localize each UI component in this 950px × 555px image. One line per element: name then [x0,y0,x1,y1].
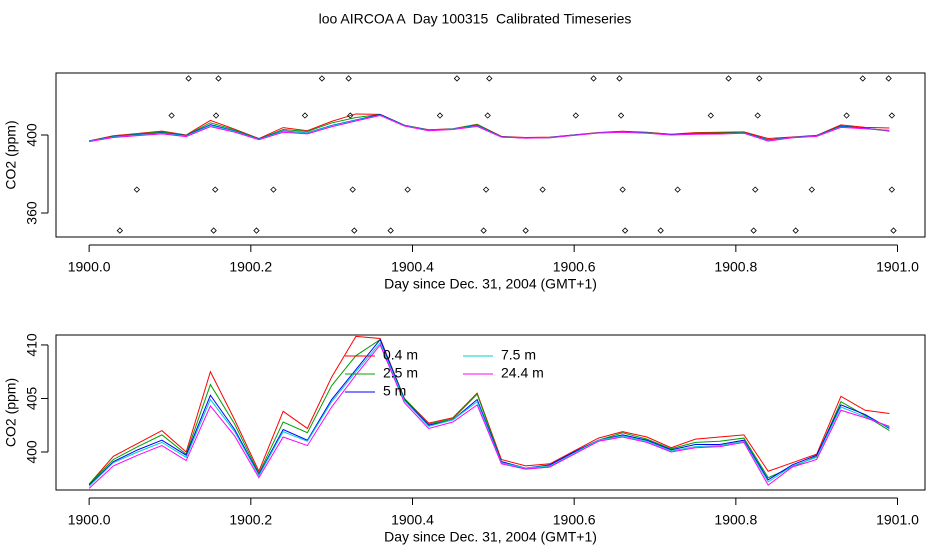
point [215,75,222,82]
point [212,186,219,193]
point [657,227,664,234]
point [404,186,411,193]
point [185,75,192,82]
point [210,227,217,234]
point [885,75,892,82]
point [890,227,897,234]
figure-title: loo AIRCOA A Day 100315 Calibrated Times… [319,11,632,27]
point [843,112,850,119]
series-line [88,343,890,489]
point [752,186,759,193]
legend-label: 24.4 m [501,365,544,381]
x-axis-label: Day since Dec. 31, 2004 (GMT+1) [384,276,597,292]
legend-label: 7.5 m [501,347,536,363]
point [888,186,896,193]
point [484,112,491,119]
point [453,75,461,82]
point [482,186,490,193]
x-tick-label: 1900.6 [553,512,596,528]
point [436,112,444,119]
y-tick-label: 405 [24,387,40,411]
point [480,227,487,234]
point [539,186,546,193]
point [318,75,326,82]
y-tick-label: 360 [24,201,40,225]
y-axis-label: CO2 (ppm) [3,378,19,447]
series-line [88,341,890,487]
point [792,227,799,234]
point [486,75,493,82]
point [808,186,815,193]
x-axis-label: Day since Dec. 31, 2004 (GMT+1) [384,529,597,545]
point [888,112,896,119]
point [616,75,623,82]
series-line [89,114,890,142]
point [590,75,597,82]
plot-frame [55,334,926,491]
y-tick-label: 410 [24,333,40,357]
x-tick-label: 1901.0 [876,259,919,275]
point [522,227,529,234]
y-tick-label: 400 [24,440,40,464]
series-line [89,114,890,142]
point [347,112,354,119]
point [621,227,629,234]
x-tick-label: 1900.0 [68,259,111,275]
point [619,186,626,193]
series-line [88,338,890,485]
point [212,112,220,119]
point [750,227,757,234]
point [345,75,352,82]
x-tick-label: 1900.4 [391,512,434,528]
point [270,186,277,193]
y-axis-label: CO2 (ppm) [3,120,19,189]
x-tick-label: 1900.2 [229,259,272,275]
x-tick-label: 1900.6 [553,259,596,275]
x-tick-label: 1900.8 [714,512,757,528]
series-line [88,338,890,486]
legend-label: 0.4 m [383,347,418,363]
series-line [89,114,890,143]
point [168,112,175,119]
point [859,75,866,82]
point [116,227,124,234]
point [754,112,761,119]
point [351,227,358,234]
series-line [88,335,890,485]
point [387,227,394,234]
series-line [89,114,890,142]
point [617,112,625,119]
point [725,75,732,82]
point [301,112,309,119]
x-tick-label: 1900.0 [68,512,111,528]
x-tick-label: 1900.8 [714,259,757,275]
legend-label: 5 m [383,383,406,399]
x-tick-label: 1900.2 [229,512,272,528]
point [349,186,356,193]
y-tick-label: 400 [24,123,40,147]
x-tick-label: 1901.0 [876,512,919,528]
point [674,186,681,193]
point [572,112,579,119]
x-tick-label: 1900.4 [391,259,434,275]
point [253,227,260,234]
legend-label: 2.5 m [383,365,418,381]
point [133,186,141,193]
point [707,112,714,119]
point [756,75,763,82]
plot-frame [55,72,926,238]
